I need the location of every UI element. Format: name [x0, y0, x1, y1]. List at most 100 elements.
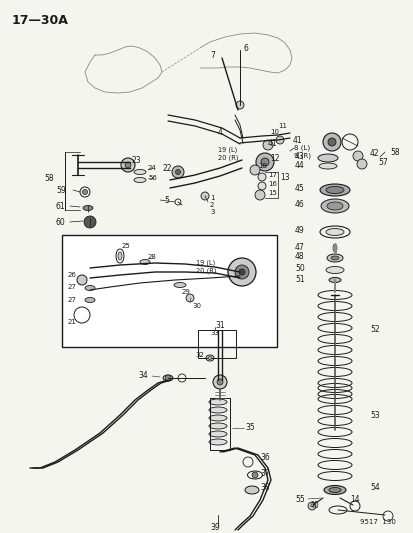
Text: 42: 42	[369, 149, 379, 157]
Text: 40: 40	[309, 502, 319, 511]
Ellipse shape	[323, 486, 345, 495]
Ellipse shape	[325, 187, 343, 193]
Ellipse shape	[209, 399, 226, 405]
Text: 8 (L): 8 (L)	[293, 145, 309, 151]
Ellipse shape	[326, 202, 342, 210]
Text: 22: 22	[163, 164, 172, 173]
Ellipse shape	[326, 254, 342, 262]
Text: 14: 14	[349, 496, 359, 505]
Ellipse shape	[318, 163, 336, 169]
Bar	[209, 398, 230, 450]
Text: 12: 12	[269, 154, 279, 163]
Text: 29: 29	[182, 289, 190, 295]
Text: 44: 44	[294, 160, 304, 169]
Circle shape	[82, 190, 87, 195]
Circle shape	[165, 375, 171, 381]
Ellipse shape	[209, 415, 226, 421]
Circle shape	[185, 294, 194, 302]
Text: 34: 34	[138, 370, 147, 379]
Text: 41: 41	[292, 135, 302, 144]
Ellipse shape	[319, 184, 349, 196]
Text: 32: 32	[195, 352, 203, 358]
Text: 6: 6	[243, 44, 248, 52]
Circle shape	[262, 140, 272, 150]
Text: 31: 31	[214, 321, 224, 330]
Text: 48: 48	[294, 252, 304, 261]
Text: 5: 5	[164, 196, 169, 205]
Circle shape	[252, 472, 257, 478]
Text: 39: 39	[210, 523, 219, 532]
Text: 60: 60	[56, 217, 66, 227]
Circle shape	[322, 133, 340, 151]
Ellipse shape	[332, 244, 336, 252]
Text: 18: 18	[257, 163, 266, 169]
Ellipse shape	[134, 177, 146, 182]
Text: 28: 28	[147, 254, 157, 260]
Circle shape	[175, 169, 180, 174]
Ellipse shape	[173, 282, 185, 287]
Circle shape	[260, 158, 268, 166]
Text: 55: 55	[294, 496, 304, 505]
Circle shape	[356, 159, 366, 169]
Ellipse shape	[209, 439, 226, 445]
Text: 35: 35	[244, 424, 254, 432]
Ellipse shape	[163, 375, 173, 381]
Text: 20 (R): 20 (R)	[218, 155, 238, 161]
Text: 19 (L): 19 (L)	[195, 260, 215, 266]
Ellipse shape	[317, 154, 337, 162]
Text: 54: 54	[369, 483, 379, 492]
Circle shape	[257, 182, 266, 190]
Ellipse shape	[209, 431, 226, 437]
Circle shape	[352, 151, 362, 161]
Circle shape	[238, 269, 244, 275]
Text: 46: 46	[294, 199, 304, 208]
Circle shape	[77, 275, 87, 285]
Text: 23: 23	[132, 156, 141, 165]
Text: 26: 26	[68, 272, 77, 278]
Text: 9 (R): 9 (R)	[293, 153, 310, 159]
Circle shape	[121, 158, 135, 172]
Text: 1: 1	[209, 195, 214, 201]
Text: 24: 24	[147, 165, 157, 171]
Text: 37: 37	[259, 469, 269, 478]
Text: 25: 25	[122, 243, 131, 249]
Text: 58: 58	[44, 174, 54, 182]
Circle shape	[255, 153, 273, 171]
Text: 38: 38	[259, 483, 269, 492]
Text: 20 (R): 20 (R)	[195, 268, 216, 274]
Circle shape	[125, 162, 131, 168]
Circle shape	[216, 379, 223, 385]
Ellipse shape	[325, 229, 343, 236]
Circle shape	[327, 138, 335, 146]
Bar	[197, 330, 235, 358]
Text: 49: 49	[294, 225, 304, 235]
Text: 27: 27	[68, 297, 77, 303]
Circle shape	[201, 192, 209, 200]
Circle shape	[235, 101, 243, 109]
Circle shape	[257, 173, 266, 181]
Circle shape	[254, 190, 264, 200]
Text: 13: 13	[279, 173, 289, 182]
Text: 50: 50	[294, 263, 304, 272]
Text: 27: 27	[68, 284, 77, 290]
Ellipse shape	[140, 260, 150, 264]
Text: 53: 53	[369, 410, 379, 419]
Circle shape	[171, 166, 183, 178]
Text: 41: 41	[267, 139, 277, 148]
Text: 58: 58	[389, 148, 399, 157]
Text: 59: 59	[56, 185, 66, 195]
Ellipse shape	[209, 407, 226, 413]
Ellipse shape	[134, 169, 146, 174]
Circle shape	[275, 136, 283, 144]
Ellipse shape	[244, 486, 259, 494]
Circle shape	[307, 502, 315, 510]
Circle shape	[235, 265, 248, 279]
Text: 21: 21	[68, 319, 77, 325]
Text: 4: 4	[218, 127, 222, 136]
Ellipse shape	[209, 423, 226, 429]
Text: 30: 30	[192, 303, 201, 309]
Text: 36: 36	[259, 454, 269, 463]
Text: 3: 3	[209, 209, 214, 215]
Ellipse shape	[330, 256, 338, 260]
Text: 10: 10	[269, 129, 278, 135]
